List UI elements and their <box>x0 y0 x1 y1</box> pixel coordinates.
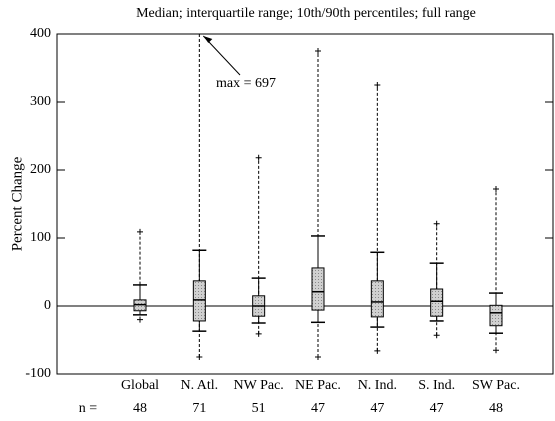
y-tick-label: -100 <box>25 366 51 381</box>
y-axis-label: Percent Change <box>9 156 25 251</box>
n-label: n = <box>79 401 98 416</box>
iqr-box <box>311 267 325 311</box>
extreme-marker <box>374 347 381 354</box>
n-value: 51 <box>252 401 266 416</box>
extreme-marker <box>255 330 262 337</box>
plot-frame <box>56 33 554 375</box>
extreme-marker <box>196 354 203 360</box>
n-value: 48 <box>489 401 503 416</box>
y-tick-label: 400 <box>30 26 51 41</box>
n-value: 47 <box>430 401 444 416</box>
extreme-marker <box>433 220 440 227</box>
x-tick-label: Global <box>121 378 159 393</box>
x-tick-label: NW Pac. <box>234 378 284 393</box>
extreme-marker <box>315 48 321 54</box>
annotation-arrow <box>202 35 241 76</box>
iqr-box <box>370 280 384 318</box>
extreme-marker <box>315 354 321 360</box>
n-value: 47 <box>311 401 325 416</box>
extreme-marker <box>374 82 381 88</box>
plot-area <box>57 34 553 360</box>
extreme-marker <box>433 332 440 339</box>
x-tick-label: SW Pac. <box>472 378 520 393</box>
annotation-arrowhead <box>203 36 213 43</box>
y-tick-label: 100 <box>30 230 51 245</box>
iqr-box <box>489 304 503 327</box>
x-tick-label: NE Pac. <box>295 378 341 393</box>
extreme-marker <box>255 154 262 161</box>
x-tick-label: S. Ind. <box>418 378 455 393</box>
extreme-marker <box>137 228 143 235</box>
extreme-marker <box>493 186 499 193</box>
n-value: 48 <box>133 401 147 416</box>
extreme-marker <box>137 316 143 323</box>
iqr-box <box>430 288 444 317</box>
n-value: 47 <box>370 401 384 416</box>
extreme-marker <box>493 347 499 354</box>
annotation: max = 697 <box>216 76 276 91</box>
y-tick-label: 300 <box>30 94 51 109</box>
chart-title: Median; interquartile range; 10th/90th p… <box>136 6 476 21</box>
y-tick-label: 200 <box>30 162 51 177</box>
x-tick-label: N. Ind. <box>358 378 397 393</box>
iqr-box <box>192 280 206 322</box>
n-value: 71 <box>192 401 206 416</box>
y-tick-label: 0 <box>44 298 51 313</box>
x-tick-label: N. Atl. <box>180 378 218 393</box>
